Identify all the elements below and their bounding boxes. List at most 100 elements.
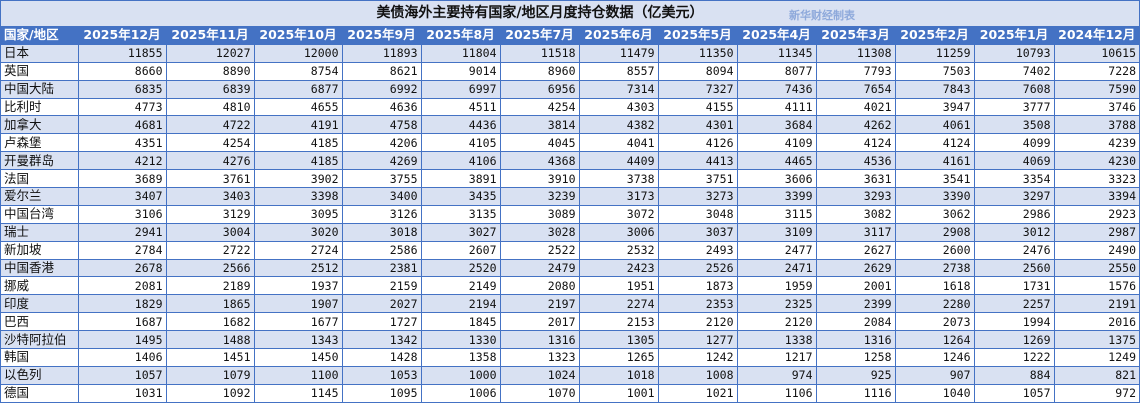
holding-value-cell: 2189 — [165, 276, 255, 296]
holding-value-cell: 3631 — [815, 169, 896, 189]
title-bar: 美债海外主要持有国家/地区月度持仓数据（亿美元） 新华财经制表 — [1, 1, 1139, 27]
holding-value-cell: 3106 — [77, 204, 167, 224]
holding-value-cell: 7314 — [578, 79, 659, 99]
holding-value-cell: 4655 — [253, 97, 343, 117]
holding-value-cell: 2512 — [253, 258, 343, 278]
holding-value-cell: 4161 — [894, 151, 975, 171]
holding-value-cell: 1006 — [420, 383, 501, 403]
holding-value-cell: 2908 — [894, 222, 975, 242]
holding-value-cell: 3126 — [341, 204, 422, 224]
table-row: 比利时 4773 4810 4655 4636 4511 4254 4303 4155 4111 4… — [1, 97, 1139, 117]
holding-value-cell: 4124 — [894, 133, 975, 153]
holding-value-cell: 3761 — [165, 169, 255, 189]
region-name-cell: 中国香港 — [1, 258, 79, 278]
holding-value-cell: 1829 — [77, 294, 167, 314]
holding-value-cell: 4045 — [499, 133, 580, 153]
holding-value-cell: 3048 — [657, 204, 738, 224]
holding-value-cell: 3006 — [578, 222, 659, 242]
table-row: 以色列 1057 1079 1100 1053 1000 1024 1018 1008 974 92… — [1, 365, 1139, 385]
holding-value-cell: 2423 — [578, 258, 659, 278]
table-row: 沙特阿拉伯 1495 1488 1343 1342 1330 1316 1305 1277 133… — [1, 330, 1139, 350]
holding-value-cell: 2381 — [341, 258, 422, 278]
holding-value-cell: 1264 — [894, 330, 975, 350]
region-name-cell: 爱尔兰 — [1, 187, 79, 206]
holding-value-cell: 1001 — [578, 383, 659, 403]
region-name-cell: 巴西 — [1, 312, 79, 332]
holding-value-cell: 2257 — [973, 294, 1055, 314]
holding-value-cell: 4109 — [736, 133, 817, 153]
holding-value-cell: 1217 — [736, 348, 817, 367]
holding-value-cell: 1053 — [341, 365, 422, 385]
holding-value-cell: 2477 — [736, 240, 817, 260]
holding-value-cell: 6839 — [165, 79, 255, 99]
holding-value-cell: 8890 — [165, 61, 255, 81]
holding-value-cell: 4681 — [77, 115, 167, 135]
holding-value-cell: 3755 — [341, 169, 422, 189]
holding-value-cell: 4021 — [815, 97, 896, 117]
holding-value-cell: 4409 — [578, 151, 659, 171]
holding-value-cell: 4124 — [815, 133, 896, 153]
holding-value-cell: 7590 — [1053, 79, 1139, 99]
holding-value-cell: 2532 — [578, 240, 659, 260]
holding-value-cell: 3239 — [499, 187, 580, 206]
holding-value-cell: 3129 — [165, 204, 255, 224]
holding-value-cell: 1000 — [420, 365, 501, 385]
holding-value-cell: 4254 — [499, 97, 580, 117]
region-name-cell: 日本 — [1, 44, 79, 63]
holding-value-cell: 1057 — [973, 383, 1055, 403]
holding-value-cell: 884 — [973, 365, 1055, 385]
holding-value-cell: 4465 — [736, 151, 817, 171]
holding-value-cell: 7793 — [815, 61, 896, 81]
holding-value-cell: 3004 — [165, 222, 255, 242]
holding-value-cell: 3689 — [77, 169, 167, 189]
holding-value-cell: 1021 — [657, 383, 738, 403]
holding-value-cell: 2159 — [341, 276, 422, 296]
holding-value-cell: 8077 — [736, 61, 817, 81]
holding-value-cell: 2120 — [736, 312, 817, 332]
holding-value-cell: 1358 — [420, 348, 501, 367]
holding-value-cell: 2923 — [1053, 204, 1139, 224]
holding-value-cell: 4206 — [341, 133, 422, 153]
holdings-table: 国家/地区 2025年12月 2025年11月 2025年10月 2025年9月 2025… — [1, 27, 1139, 403]
holding-value-cell: 2784 — [77, 240, 167, 260]
holding-value-cell: 2016 — [1053, 312, 1139, 332]
holding-value-cell: 2479 — [499, 258, 580, 278]
holding-value-cell: 1269 — [973, 330, 1055, 350]
holding-value-cell: 1316 — [815, 330, 896, 350]
holding-value-cell: 1246 — [894, 348, 975, 367]
holding-value-cell: 4301 — [657, 115, 738, 135]
holding-value-cell: 3684 — [736, 115, 817, 135]
page-title: 美债海外主要持有国家/地区月度持仓数据（亿美元） — [376, 5, 704, 21]
holding-value-cell: 4061 — [894, 115, 975, 135]
region-name-cell: 法国 — [1, 169, 79, 189]
column-header-month: 2025年10月 — [253, 27, 343, 45]
holding-value-cell: 1576 — [1053, 276, 1139, 296]
column-header-month: 2025年12月 — [77, 27, 167, 45]
holding-value-cell: 1488 — [165, 330, 255, 350]
holding-value-cell: 2325 — [736, 294, 817, 314]
holding-value-cell: 1951 — [578, 276, 659, 296]
holding-value-cell: 7402 — [973, 61, 1055, 81]
holding-value-cell: 4536 — [815, 151, 896, 171]
column-header-month: 2025年2月 — [894, 27, 975, 45]
holding-value-cell: 4269 — [341, 151, 422, 171]
holding-value-cell: 11345 — [736, 44, 817, 63]
holding-value-cell: 1079 — [165, 365, 255, 385]
holding-value-cell: 4351 — [77, 133, 167, 153]
holding-value-cell: 3398 — [253, 187, 343, 206]
holding-value-cell: 7436 — [736, 79, 817, 99]
holding-value-cell: 821 — [1053, 365, 1139, 385]
holding-value-cell: 907 — [894, 365, 975, 385]
holding-value-cell: 1277 — [657, 330, 738, 350]
holding-value-cell: 2586 — [341, 240, 422, 260]
column-header-month: 2025年5月 — [657, 27, 738, 45]
holding-value-cell: 2722 — [165, 240, 255, 260]
holding-value-cell: 7608 — [973, 79, 1055, 99]
holding-value-cell: 1323 — [499, 348, 580, 367]
holding-value-cell: 6835 — [77, 79, 167, 99]
holding-value-cell: 3541 — [894, 169, 975, 189]
holding-value-cell: 11893 — [341, 44, 422, 63]
holding-value-cell: 8557 — [578, 61, 659, 81]
holding-value-cell: 4254 — [165, 133, 255, 153]
holding-value-cell: 1731 — [973, 276, 1055, 296]
